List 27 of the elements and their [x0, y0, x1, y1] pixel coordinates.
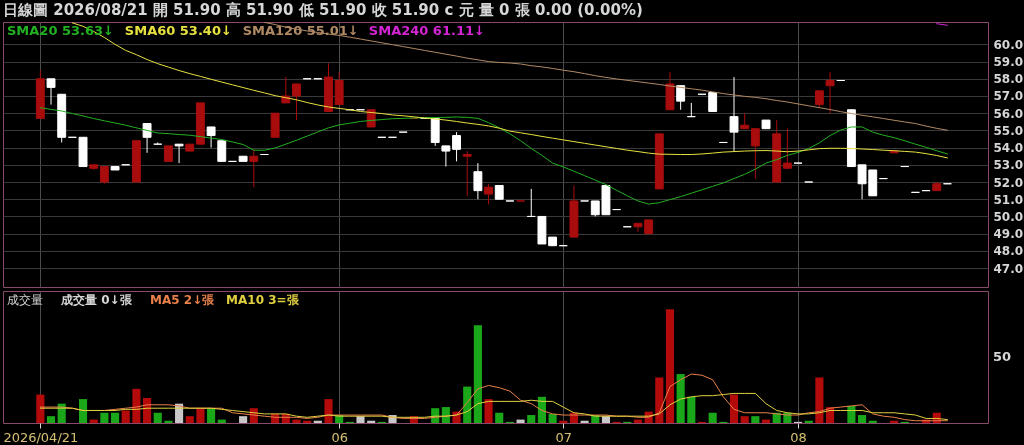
- text: SMA240 61.11↓: [368, 23, 485, 38]
- text: MA5 2↓張: [150, 293, 216, 307]
- y-tick-label: 55.0: [993, 123, 1024, 138]
- series-label: SMA60 53.40↓: [124, 23, 232, 38]
- series-label: SMA120 55.01↓: [242, 23, 359, 38]
- y-tick-label: 60.0: [993, 37, 1024, 52]
- text: MA10 3=張: [226, 293, 300, 307]
- y-tick-label: 51.0: [993, 192, 1024, 207]
- y-tick-label: 58.0: [993, 72, 1024, 87]
- text: 50: [993, 349, 1012, 364]
- y-tick-label: 47.0: [993, 261, 1024, 276]
- x-tick-label: 08: [790, 429, 807, 445]
- y-tick-label: 54.0: [993, 141, 1024, 156]
- y-tick-label: 59.0: [993, 55, 1024, 70]
- x-tick-label: 06: [331, 429, 348, 445]
- text: 成交量 0↓張: [60, 293, 133, 307]
- x-tick-label: 07: [555, 429, 573, 445]
- y-tick-label: 49.0: [993, 227, 1024, 242]
- y-tick-label: 56.0: [993, 106, 1024, 121]
- y-tick-label: 50.0: [993, 209, 1024, 224]
- y-tick-label: 48.0: [993, 244, 1024, 259]
- y-tick-label: 53.0: [993, 158, 1024, 173]
- y-tick-label: 57.0: [993, 89, 1024, 104]
- chart-title: 日線圖 2026/08/21 開 51.90 高 51.90 低 51.90 收 51.90 c 元 量 0 張 0.00 (0.00%): [3, 1, 643, 19]
- y-tick-label: 52.0: [993, 175, 1024, 190]
- x-tick-label: 2026/04/21: [3, 429, 79, 445]
- chart-title: 成交量: [7, 293, 43, 307]
